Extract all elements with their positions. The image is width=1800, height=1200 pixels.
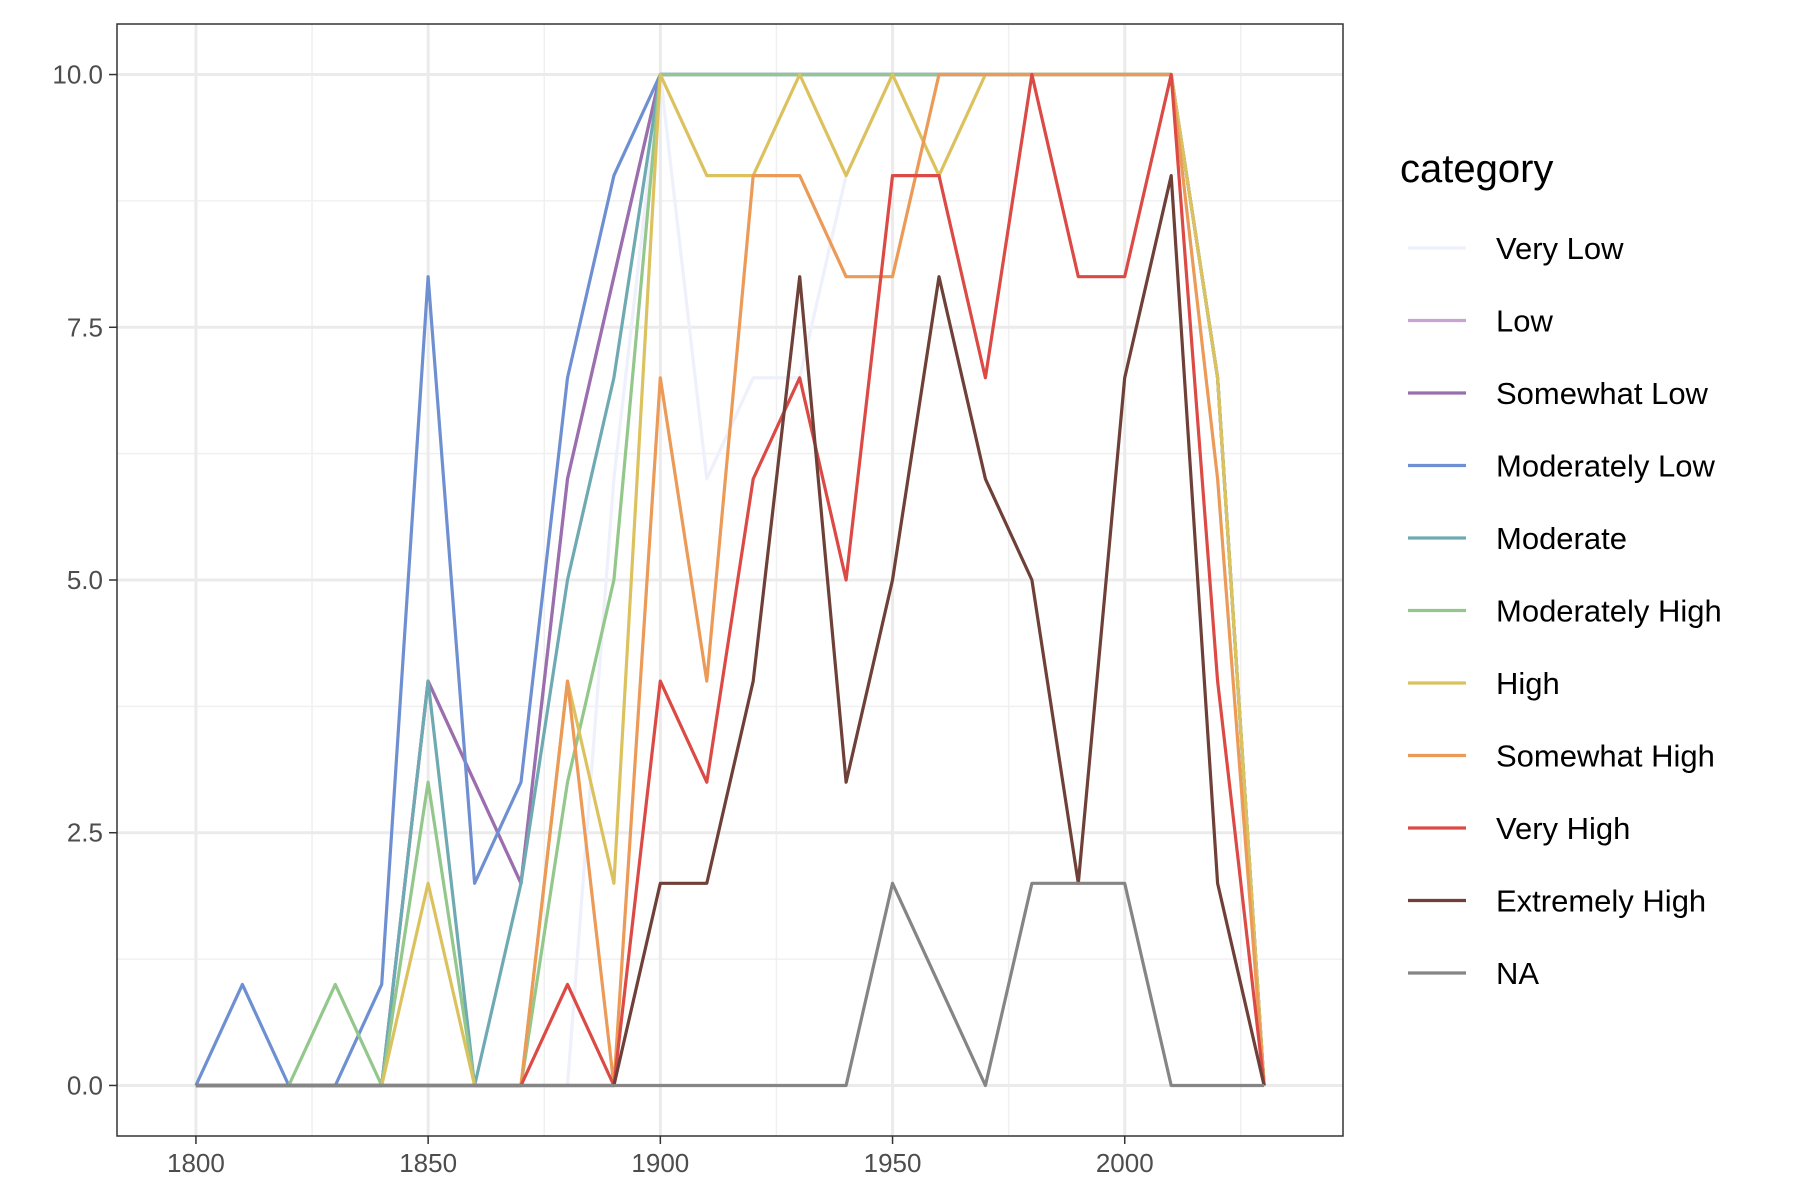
- x-tick-label: 1950: [864, 1148, 922, 1178]
- minor-gridlines: [117, 24, 1343, 1136]
- y-tick-label: 10.0: [52, 60, 103, 90]
- legend-label: Moderately Low: [1496, 449, 1715, 484]
- legend-title: category: [1400, 147, 1553, 191]
- legend-label: NA: [1496, 956, 1539, 991]
- x-tick-label: 2000: [1096, 1148, 1154, 1178]
- x-tick-label: 1900: [631, 1148, 689, 1178]
- legend: category Very Low Low Somewhat Low Moderate…: [1400, 147, 1722, 991]
- legend-label: Somewhat High: [1496, 739, 1715, 774]
- legend-label: Extremely High: [1496, 884, 1706, 919]
- axis-ticks: [109, 73, 1126, 1144]
- y-tick-label: 2.5: [67, 818, 103, 848]
- axis-tick-labels: 1800 1850 1900 1950 2000 0.0 2.5 5.0 7.5 10.0: [52, 60, 1153, 1178]
- y-tick-label: 0.0: [67, 1070, 103, 1100]
- legend-label: Moderate: [1496, 521, 1627, 556]
- legend-label: Moderately High: [1496, 594, 1722, 629]
- x-tick-label: 1850: [399, 1148, 457, 1178]
- legend-label: Somewhat Low: [1496, 376, 1709, 411]
- x-tick-label: 1800: [167, 1148, 225, 1178]
- legend-label: Very Low: [1496, 231, 1624, 266]
- legend-label: Very High: [1496, 811, 1630, 846]
- y-tick-label: 5.0: [67, 565, 103, 595]
- y-tick-label: 7.5: [67, 312, 103, 342]
- legend-label: High: [1496, 666, 1560, 701]
- legend-items: Very Low Low Somewhat Low Moderately Low Mod…: [1408, 231, 1722, 991]
- legend-label: Low: [1496, 304, 1553, 339]
- series-line: [195, 881, 1265, 1088]
- series-lines: [194, 72, 1266, 1088]
